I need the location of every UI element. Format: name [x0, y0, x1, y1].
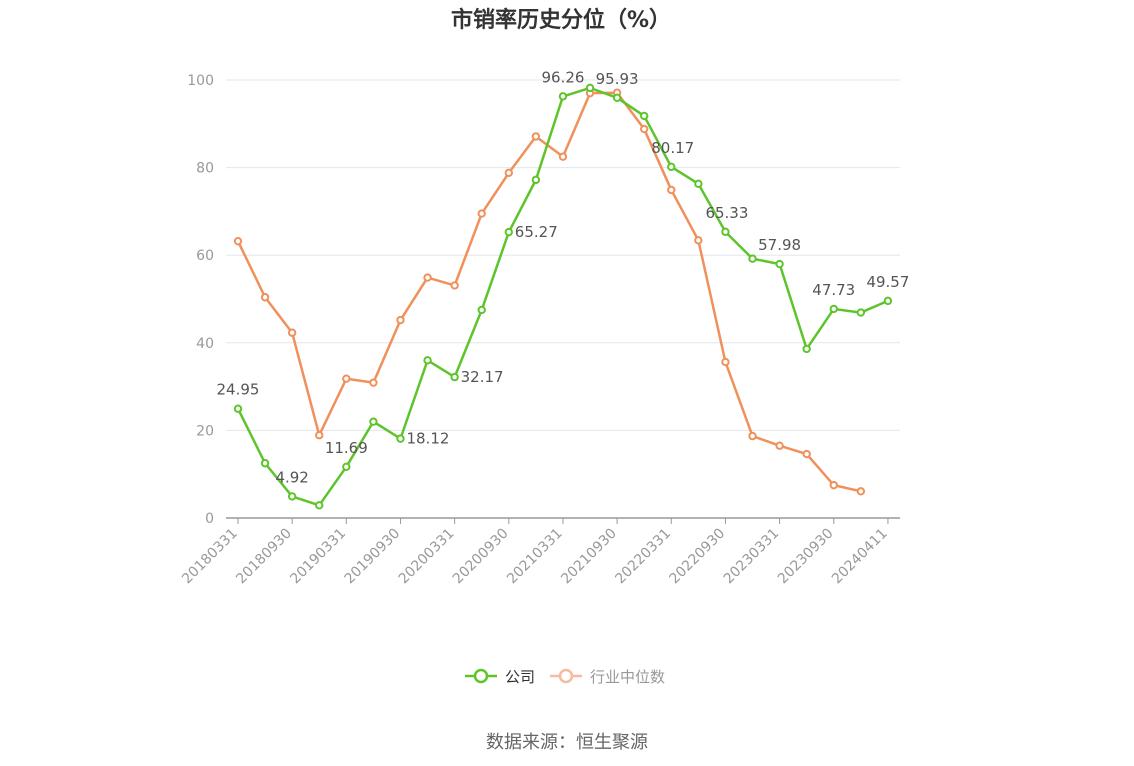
- data-label: 80.17: [651, 139, 694, 157]
- data-point-0: [260, 459, 270, 468]
- data-point-0: [721, 227, 730, 237]
- chart-title: 市销率历史分位（%）: [450, 8, 672, 33]
- data-point-0: [396, 434, 405, 443]
- data-label: 11.69: [325, 439, 368, 457]
- data-label: 65.33: [705, 204, 748, 222]
- x-tick-label: 20230930: [775, 526, 837, 588]
- data-label: 49.57: [866, 273, 909, 291]
- data-point-0: [504, 227, 513, 237]
- data-point-0: [612, 93, 622, 103]
- data-label: 32.17: [461, 368, 504, 386]
- data-point-0: [369, 417, 378, 426]
- data-label: 4.92: [275, 468, 308, 486]
- data-point-0: [829, 304, 838, 314]
- data-point-1: [287, 328, 297, 337]
- data-point-1: [477, 209, 486, 218]
- x-tick-label: 20210930: [558, 526, 620, 588]
- data-point-1: [504, 168, 513, 178]
- data-point-1: [531, 132, 541, 141]
- y-tick-label: 80: [196, 161, 214, 177]
- y-tick-label: 100: [187, 73, 214, 89]
- data-point-1: [342, 374, 351, 383]
- data-point-0: [423, 356, 432, 365]
- data-label: 96.26: [541, 68, 584, 86]
- data-point-0: [233, 404, 243, 413]
- legend-swatch-marker-0: [473, 668, 489, 684]
- data-point-0: [775, 259, 784, 269]
- y-tick-label: 60: [196, 248, 214, 264]
- y-tick-label: 20: [196, 423, 214, 439]
- data-point-0: [558, 92, 568, 101]
- data-point-0: [748, 254, 757, 263]
- data-point-1: [396, 315, 405, 325]
- data-point-1: [369, 378, 378, 387]
- data-point-0: [640, 111, 649, 121]
- legend-label-1: 行业中位数: [590, 668, 665, 686]
- x-tick-label: 20200331: [396, 526, 458, 588]
- data-point-0: [883, 296, 893, 306]
- data-point-0: [802, 344, 811, 354]
- data-point-1: [315, 431, 324, 440]
- y-tick-label: 40: [196, 336, 214, 352]
- data-point-1: [423, 273, 432, 282]
- data-label: 65.27: [515, 223, 558, 241]
- y-tick-label: 0: [205, 511, 214, 527]
- x-tick-label: 20180331: [179, 526, 241, 588]
- data-point-0: [315, 501, 324, 510]
- data-point-0: [667, 162, 676, 172]
- data-point-0: [856, 308, 866, 317]
- data-point-1: [260, 293, 270, 302]
- data-point-1: [856, 487, 866, 496]
- data-point-0: [694, 179, 703, 189]
- data-label: 95.93: [596, 70, 639, 88]
- series-line-1: [236, 91, 862, 493]
- data-label: 57.98: [758, 236, 801, 254]
- data-label: 24.95: [217, 381, 260, 399]
- x-tick-label: 20190331: [287, 526, 349, 588]
- x-tick-label: 20230331: [721, 526, 783, 588]
- data-point-0: [450, 372, 459, 382]
- x-tick-label: 20220930: [667, 526, 729, 588]
- x-tick-label: 20240411: [829, 526, 891, 588]
- data-point-0: [342, 462, 351, 471]
- x-tick-label: 20220331: [612, 526, 674, 588]
- data-point-1: [802, 449, 811, 459]
- data-point-1: [775, 441, 784, 450]
- data-point-1: [640, 124, 649, 134]
- x-tick-label: 20180930: [233, 526, 295, 588]
- data-point-1: [558, 152, 568, 161]
- data-point-1: [667, 185, 676, 195]
- data-point-1: [233, 236, 243, 246]
- legend-swatch-marker-1: [558, 668, 574, 684]
- data-point-1: [748, 431, 757, 441]
- x-tick-label: 20200930: [450, 526, 512, 588]
- data-point-0: [531, 175, 541, 185]
- data-label: 18.12: [406, 430, 449, 448]
- data-label: 47.73: [812, 281, 855, 299]
- data-point-0: [585, 83, 595, 93]
- data-point-1: [694, 236, 703, 245]
- data-point-1: [450, 281, 459, 290]
- data-source: 数据来源：恒生聚源: [486, 732, 648, 753]
- x-tick-label: 20210331: [504, 526, 566, 588]
- data-point-0: [477, 305, 486, 315]
- data-point-1: [721, 357, 730, 367]
- legend-label-0: 公司: [505, 668, 535, 686]
- data-point-0: [287, 492, 297, 501]
- x-tick-label: 20190930: [342, 526, 404, 588]
- data-point-1: [829, 480, 838, 490]
